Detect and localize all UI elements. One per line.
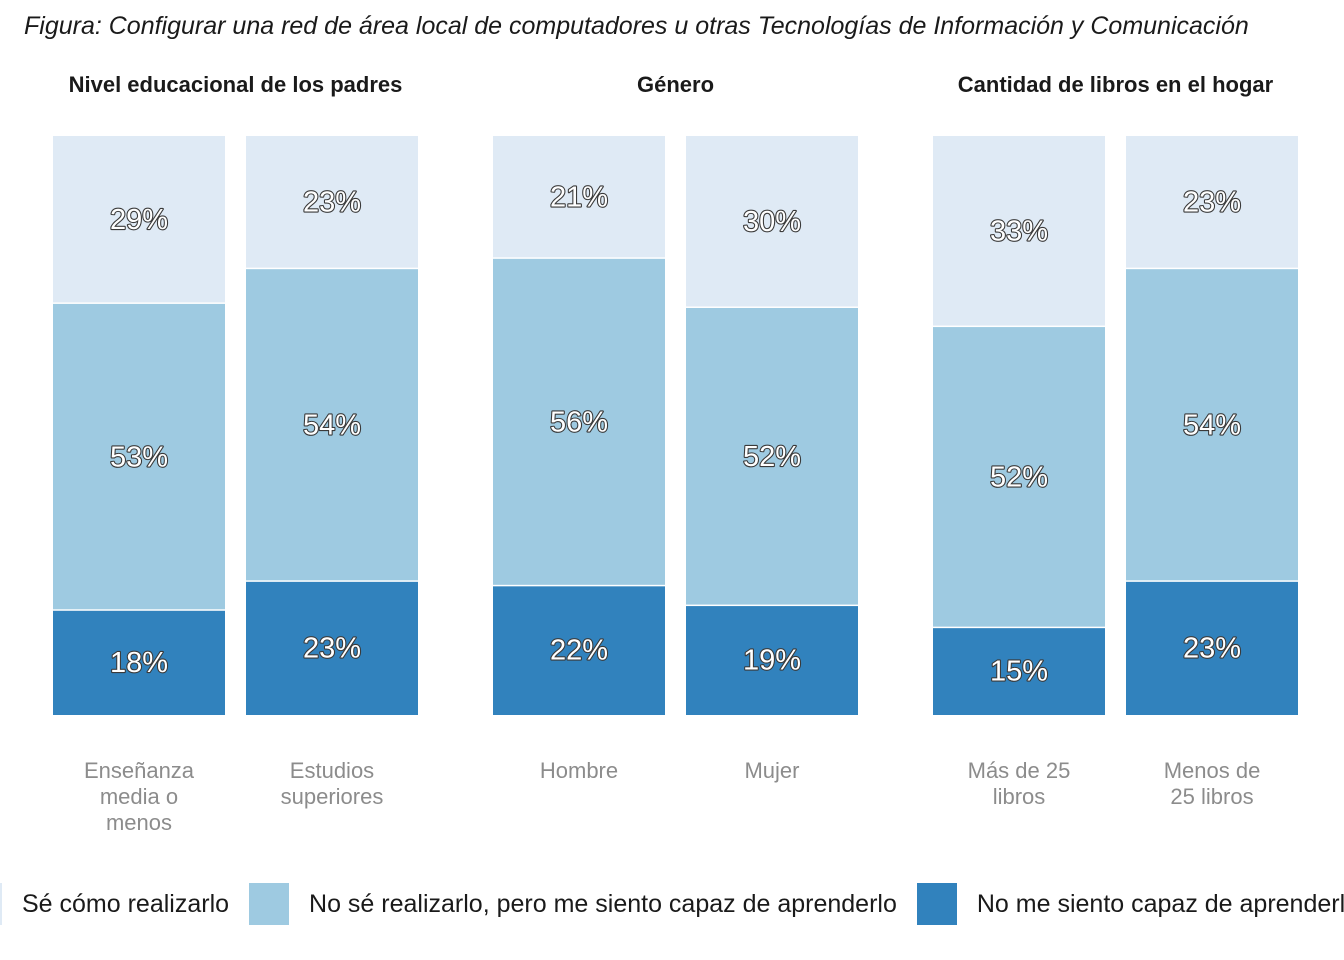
data-label: 53% bbox=[110, 441, 168, 473]
bar-segment bbox=[686, 606, 858, 715]
category-label: Hombre bbox=[540, 758, 618, 783]
data-label: 54% bbox=[1183, 410, 1241, 442]
bar-segment bbox=[1126, 581, 1298, 715]
data-label: 29% bbox=[110, 204, 168, 236]
bar-segment bbox=[933, 136, 1105, 326]
category-label: superiores bbox=[281, 784, 384, 809]
legend-label: Sé cómo realizarlo bbox=[22, 889, 230, 918]
facet-title: Cantidad de libros en el hogar bbox=[958, 72, 1274, 97]
category-label: Enseñanza bbox=[84, 758, 195, 783]
legend-item: No sé realizarlo, pero me siento capaz d… bbox=[249, 883, 917, 925]
bar-segment bbox=[53, 610, 225, 715]
category-label: media o bbox=[100, 784, 178, 809]
category-label: libros bbox=[993, 784, 1046, 809]
bar-segment bbox=[686, 136, 858, 307]
legend-swatch bbox=[916, 883, 957, 925]
bar-segment bbox=[493, 586, 665, 715]
bar-segment bbox=[53, 303, 225, 610]
data-label: 19% bbox=[743, 645, 801, 677]
bar-segment bbox=[1126, 269, 1298, 581]
legend: Sé cómo realizarlo No sé realizarlo, pero… bbox=[0, 882, 1344, 926]
data-label: 22% bbox=[550, 635, 608, 667]
data-label: 52% bbox=[743, 441, 801, 473]
data-label: 18% bbox=[110, 647, 168, 679]
facet-title: Nivel educacional de los padres bbox=[69, 72, 403, 97]
data-label: 56% bbox=[550, 407, 608, 439]
legend-swatch bbox=[0, 883, 2, 925]
legend-item: Sé cómo realizarlo bbox=[0, 883, 249, 925]
data-label: 52% bbox=[990, 462, 1048, 494]
legend-item: No me siento capaz de aprenderlo bbox=[916, 883, 1344, 925]
legend-label: No me siento capaz de aprenderlo bbox=[976, 889, 1344, 918]
stacked-bar-chart: Nivel educacional de los padres 29% 53% 18%… bbox=[53, 72, 1298, 835]
bar-segment bbox=[686, 307, 858, 605]
chart-title: Figura: Configurar una red de área local… bbox=[24, 12, 1249, 40]
bar-segment bbox=[246, 269, 418, 581]
data-label: 23% bbox=[303, 187, 361, 219]
bar-segment bbox=[933, 628, 1105, 715]
data-label: 15% bbox=[990, 656, 1048, 688]
data-label: 21% bbox=[550, 181, 608, 213]
bar-segment bbox=[493, 258, 665, 585]
category-label: 25 libros bbox=[1170, 784, 1253, 809]
facet-title: Género bbox=[637, 72, 714, 97]
category-label: Más de 25 bbox=[968, 758, 1071, 783]
bar-segment bbox=[1126, 136, 1298, 268]
legend-swatch bbox=[249, 883, 290, 925]
bar-segment bbox=[246, 136, 418, 268]
bar-segment bbox=[493, 136, 665, 258]
data-label: 23% bbox=[1183, 632, 1241, 664]
bar-segment bbox=[933, 327, 1105, 627]
category-label: Mujer bbox=[744, 758, 799, 783]
category-label: Menos de bbox=[1164, 758, 1261, 783]
category-label: menos bbox=[106, 810, 172, 835]
legend-label: No sé realizarlo, pero me siento capaz d… bbox=[309, 889, 897, 918]
data-label: 30% bbox=[743, 206, 801, 238]
bar-segment bbox=[246, 581, 418, 715]
data-label: 33% bbox=[990, 216, 1048, 248]
category-label: Estudios bbox=[290, 758, 374, 783]
data-label: 23% bbox=[303, 632, 361, 664]
data-label: 23% bbox=[1183, 187, 1241, 219]
data-label: 54% bbox=[303, 410, 361, 442]
bar-segment bbox=[53, 136, 225, 303]
